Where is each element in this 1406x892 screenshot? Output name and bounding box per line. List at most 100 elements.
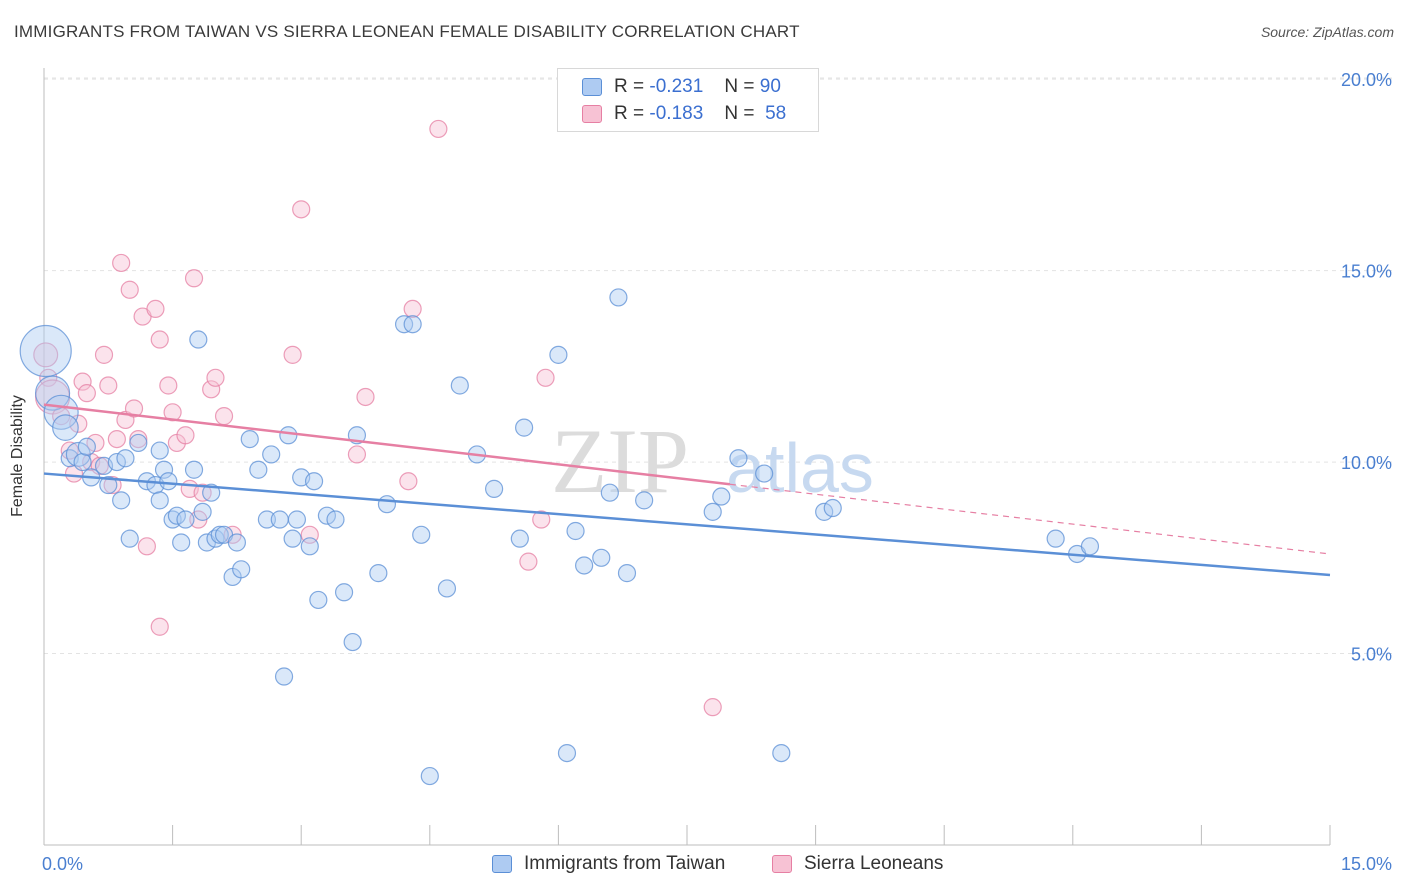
data-point: [112, 253, 131, 273]
data-point: [60, 441, 79, 460]
data-point: [34, 375, 71, 411]
data-point: [77, 384, 96, 403]
data-point: [33, 342, 59, 368]
data-point: [429, 119, 448, 139]
data-point: [120, 529, 139, 548]
r-value-taiwan: -0.231: [649, 76, 704, 97]
data-point: [450, 376, 469, 395]
data-point: [77, 437, 96, 456]
data-point: [249, 460, 268, 479]
data-point: [566, 521, 585, 541]
r-label: R =: [614, 76, 645, 97]
data-point: [214, 407, 234, 426]
data-point: [549, 345, 568, 364]
chart-title: IMMIGRANTS FROM TAIWAN VS SIERRA LEONEAN…: [14, 22, 800, 41]
data-point: [712, 487, 731, 506]
data-point: [107, 429, 126, 449]
legend-sierra-swatch: [772, 855, 792, 873]
data-point: [274, 667, 294, 686]
data-point: [202, 483, 221, 502]
data-point: [326, 510, 345, 529]
trend-line-solid: [43, 403, 731, 486]
data-point: [343, 632, 362, 652]
data-point: [150, 491, 169, 510]
data-point: [73, 452, 92, 472]
data-point: [99, 475, 118, 495]
source-label: Source: ZipAtlas.com: [1260, 24, 1394, 40]
data-point: [129, 433, 148, 453]
data-point: [172, 533, 191, 552]
data-point: [772, 743, 791, 763]
data-point: [292, 200, 311, 219]
data-point: [19, 324, 72, 378]
tick-labels: 5.0% 10.0% 15.0% 20.0% 0.0% 15.0%: [42, 70, 1392, 874]
y-tick-label: 20.0%: [1341, 70, 1392, 90]
data-point: [575, 556, 594, 575]
data-point: [99, 376, 118, 395]
data-point: [532, 510, 551, 529]
data-point: [412, 525, 431, 544]
data-point: [86, 433, 105, 453]
trend-lines: [43, 403, 1331, 577]
data-point: [210, 525, 229, 544]
data-point: [334, 583, 354, 602]
data-point: [279, 426, 298, 445]
data-point: [94, 345, 114, 364]
data-point: [193, 502, 212, 521]
y-tick-label: 15.0%: [1341, 262, 1392, 282]
x-tick-label: 0.0%: [42, 854, 83, 874]
data-point: [703, 502, 722, 521]
data-point: [206, 368, 225, 387]
data-point: [609, 288, 628, 307]
data-point: [124, 399, 144, 418]
data-point: [137, 537, 156, 556]
watermark-zip: ZIP: [551, 410, 689, 512]
stats-legend: R = -0.231 N = 90 R = -0.183 N = 58: [557, 68, 819, 132]
data-point: [176, 510, 195, 529]
data-point: [369, 564, 388, 583]
data-point: [150, 330, 169, 349]
n-value-taiwan: 90: [759, 76, 781, 97]
data-point: [150, 617, 169, 636]
data-point: [112, 491, 131, 510]
data-point: [240, 429, 259, 449]
sierra-swatch: [582, 105, 602, 123]
data-point: [176, 426, 195, 445]
r-label: R =: [614, 103, 645, 124]
data-point: [129, 429, 148, 449]
data-point: [377, 495, 397, 514]
data-point: [150, 441, 169, 460]
x-tick-label: 15.0%: [1341, 854, 1392, 874]
data-point: [592, 548, 611, 567]
data-point: [420, 766, 439, 786]
trend-line-dashed: [729, 483, 1331, 555]
data-point: [116, 449, 135, 468]
data-point: [304, 472, 324, 491]
data-point: [399, 472, 418, 491]
stats-row-sierra: R = -0.183 N = 58: [582, 102, 786, 126]
trend-line-solid: [43, 472, 1331, 577]
data-point: [557, 743, 577, 763]
data-point: [257, 510, 277, 529]
data-point: [52, 414, 79, 441]
data-point: [755, 464, 774, 483]
legend-taiwan-swatch: [492, 855, 512, 873]
data-point: [403, 315, 422, 334]
y-tick-label: 5.0%: [1351, 645, 1392, 665]
data-point: [510, 529, 529, 548]
data-point: [283, 345, 302, 364]
legend-item-taiwan: Immigrants from Taiwan: [492, 852, 725, 876]
watermark: ZIP atlas: [551, 410, 874, 512]
data-point: [120, 280, 139, 299]
data-point: [154, 460, 174, 479]
data-point: [403, 299, 422, 319]
data-point: [317, 506, 337, 525]
data-point: [437, 579, 457, 598]
n-label: N =: [724, 103, 755, 124]
data-point: [485, 479, 504, 498]
axes: [43, 68, 1331, 846]
data-point: [536, 368, 555, 387]
data-point: [300, 537, 319, 556]
data-point: [635, 491, 654, 510]
